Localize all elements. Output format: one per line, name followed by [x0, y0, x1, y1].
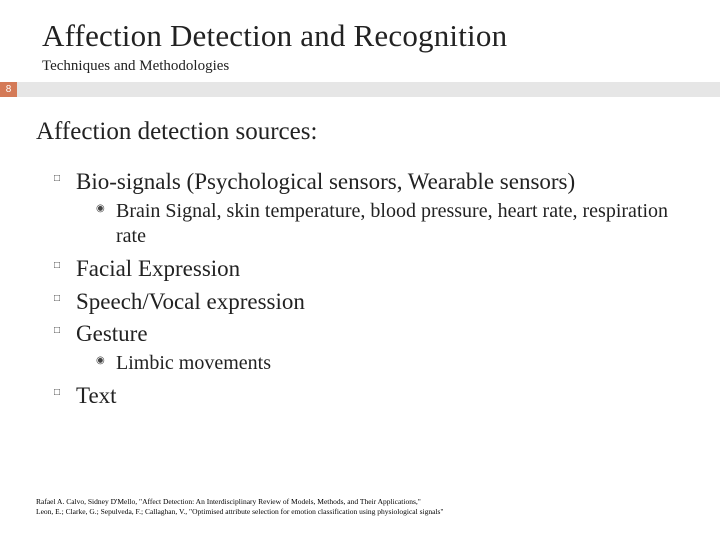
- reference-line: Leon, E.; Clarke, G.; Sepulveda, F.; Cal…: [36, 507, 684, 516]
- list-item: Facial Expression: [54, 255, 684, 284]
- sub-bullet-list: Brain Signal, skin temperature, blood pr…: [76, 199, 684, 249]
- list-item-label: Bio-signals (Psychological sensors, Wear…: [76, 169, 575, 194]
- references: Rafael A. Calvo, Sidney D'Mello, "Affect…: [36, 497, 684, 516]
- slide: Affection Detection and Recognition Tech…: [0, 0, 720, 540]
- list-item-label: Speech/Vocal expression: [76, 289, 305, 314]
- sub-bullet-list: Limbic movements: [76, 351, 684, 376]
- reference-line: Rafael A. Calvo, Sidney D'Mello, "Affect…: [36, 497, 684, 506]
- bullet-list: Bio-signals (Psychological sensors, Wear…: [36, 168, 684, 411]
- divider-bar: [0, 82, 720, 97]
- page-subtitle: Techniques and Methodologies: [42, 58, 229, 75]
- list-item: Bio-signals (Psychological sensors, Wear…: [54, 168, 684, 249]
- list-item: Text: [54, 382, 684, 411]
- list-item-label: Gesture: [76, 321, 148, 346]
- body-content: Affection detection sources: Bio-signals…: [36, 118, 684, 415]
- list-item: Speech/Vocal expression: [54, 288, 684, 317]
- page-title: Affection Detection and Recognition: [42, 18, 507, 54]
- list-item-label: Text: [76, 383, 117, 408]
- sub-list-item: Limbic movements: [96, 351, 684, 376]
- list-item: Gesture Limbic movements: [54, 320, 684, 376]
- sub-list-item: Brain Signal, skin temperature, blood pr…: [96, 199, 684, 249]
- list-item-label: Facial Expression: [76, 256, 240, 281]
- page-number-badge: 8: [0, 82, 17, 97]
- section-heading: Affection detection sources:: [36, 118, 684, 146]
